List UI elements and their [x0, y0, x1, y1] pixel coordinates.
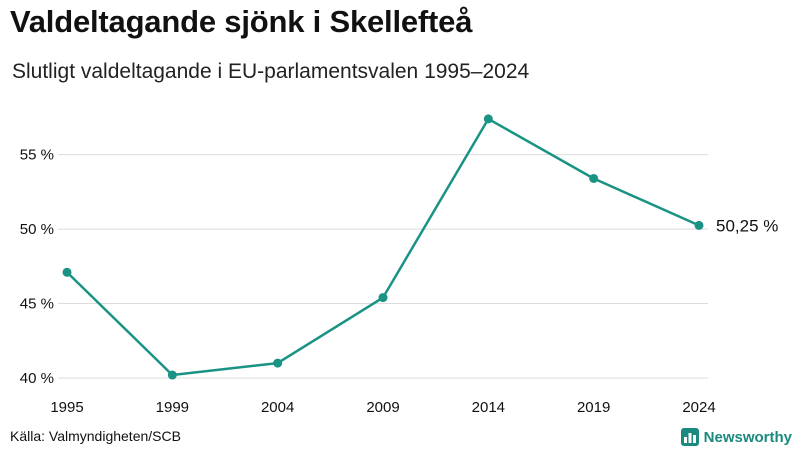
data-point-1999 [167, 370, 177, 380]
data-point-2004 [273, 358, 283, 368]
data-point-1995 [62, 267, 72, 277]
x-tick-label: 2019 [577, 399, 610, 416]
x-axis-ticks: 1995 1999 2004 2009 2014 2019 2024 [50, 399, 715, 416]
y-tick-label: 50 % [20, 221, 54, 238]
end-value-label: 50,25 % [716, 216, 778, 235]
chart-title: Valdeltagande sjönk i Skellefteå [10, 4, 473, 39]
x-tick-label: 2009 [366, 399, 399, 416]
brand-logo: Newsworthy [680, 428, 792, 446]
y-tick-label: 55 % [20, 147, 54, 164]
source-note: Källa: Valmyndigheten/SCB [10, 428, 181, 444]
x-tick-label: 2004 [261, 399, 294, 416]
x-tick-label: 1999 [156, 399, 189, 416]
brand-name: Newsworthy [703, 428, 792, 446]
data-point-2014 [483, 114, 493, 124]
bar-chart-icon [680, 428, 699, 446]
x-tick-label: 1995 [50, 399, 83, 416]
series-line [66, 117, 700, 377]
series-valdeltagande: 50,25 % [62, 114, 778, 380]
x-tick-label: 2014 [472, 399, 505, 416]
data-point-2019 [589, 173, 599, 183]
y-tick-label: 40 % [20, 370, 54, 387]
data-point-2009 [378, 293, 388, 303]
gridlines [58, 154, 708, 379]
y-tick-label: 45 % [20, 296, 54, 313]
x-tick-label: 2024 [682, 399, 715, 416]
y-axis-ticks: 40 % 45 % 50 % 55 % [20, 147, 54, 387]
data-point-2024 [694, 220, 704, 230]
chart-subtitle: Slutligt valdeltagande i EU-parlamentsva… [12, 60, 530, 83]
